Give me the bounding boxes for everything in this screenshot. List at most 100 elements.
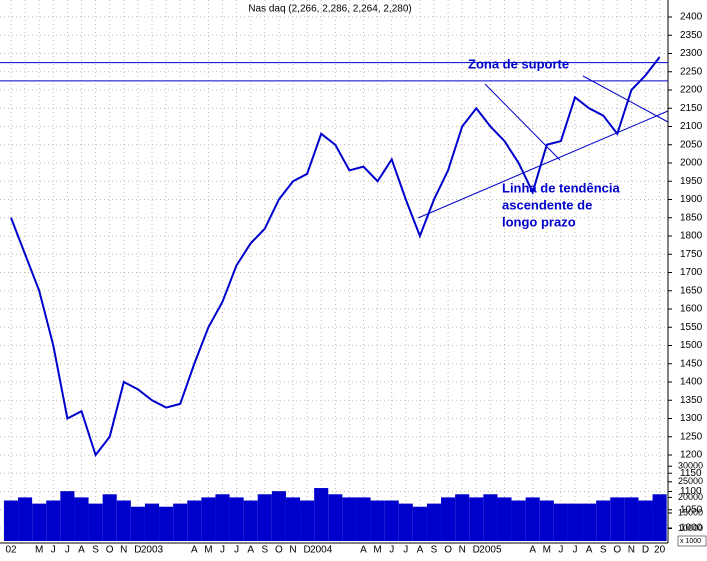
y-tick-label: 1050: [680, 504, 703, 515]
x-tick-label: 02: [5, 545, 17, 556]
x-tick-label: N: [289, 545, 296, 556]
x-tick-label: 2003: [141, 545, 164, 556]
y-tick-label: 1150: [680, 468, 702, 479]
volume-bar: [412, 506, 427, 541]
volume-bar: [469, 497, 484, 541]
volume-bar: [441, 497, 456, 541]
volume-bar: [285, 497, 301, 541]
x-tick-label: 2004: [310, 545, 333, 556]
y-tick-label: 2250: [680, 66, 703, 77]
x-tick-label: O: [275, 545, 283, 556]
y-tick-label: 1500: [680, 340, 703, 351]
volume-bar: [342, 497, 357, 541]
volume-bar: [455, 494, 470, 541]
annotation: Linha de tendência: [502, 180, 621, 195]
volume-bar: [173, 503, 188, 541]
x-tick-label: O: [444, 545, 452, 556]
volume-bar: [187, 500, 202, 541]
y-tick-label: 1350: [680, 395, 703, 406]
x-tick-label: A: [417, 545, 424, 556]
annotation: ascendente de: [502, 197, 592, 212]
y-tick-label: 2050: [680, 139, 703, 150]
y-tick-label: 1700: [680, 267, 703, 278]
volume-bar: [18, 497, 33, 541]
x-tick-label: M: [35, 545, 43, 556]
y-tick-label: 2400: [680, 12, 703, 23]
x-tick-label: M: [204, 545, 212, 556]
y2-tick-label: 20000: [678, 492, 703, 502]
volume-bar: [102, 494, 117, 541]
x-tick-label: 2005: [479, 545, 502, 556]
volume-bar: [624, 497, 639, 541]
x-tick-label: A: [78, 545, 85, 556]
volume-bar: [610, 497, 625, 541]
volume-bar: [582, 503, 597, 541]
volume-bar: [511, 500, 526, 541]
x-tick-label: J: [220, 545, 225, 556]
y-tick-label: 1450: [680, 358, 703, 369]
x-tick-label: J: [234, 545, 239, 556]
volume-bar: [328, 494, 343, 541]
volume-bar: [88, 503, 103, 541]
y-tick-label: 2100: [680, 121, 703, 132]
x-tick-label: S: [431, 545, 438, 556]
volume-bar: [3, 500, 19, 541]
volume-bar: [652, 494, 667, 541]
y2-tick-label: 30000: [678, 461, 703, 471]
annotation: longo prazo: [502, 214, 576, 229]
y-tick-label: 1950: [680, 176, 703, 187]
volume-bar: [229, 497, 244, 541]
volume-bar: [300, 500, 315, 541]
unit-box: [677, 535, 707, 547]
volume-bar: [525, 497, 540, 541]
x-tick-label: N: [120, 545, 127, 556]
y-tick-label: 1850: [680, 212, 703, 223]
trend-line: [582, 75, 669, 123]
x-tick-label: M: [543, 545, 551, 556]
x-tick-label: D: [473, 545, 480, 556]
price-line: [10, 56, 661, 458]
x-tick-label: J: [51, 545, 56, 556]
volume-bar: [74, 497, 89, 541]
volume-bar: [46, 500, 61, 541]
y-tick-label: 1800: [680, 231, 703, 242]
y-tick-label: 1100: [680, 486, 702, 497]
x-tick-label: M: [373, 545, 381, 556]
y-tick-label: 1750: [680, 249, 703, 260]
annotation: Zona de suporte: [468, 56, 569, 71]
x-tick-label: A: [191, 545, 198, 556]
x-tick-label: A: [360, 545, 367, 556]
volume-bar: [426, 503, 442, 541]
volume-bar: [60, 491, 75, 541]
volume-bar: [159, 506, 174, 541]
volume-bar: [497, 497, 512, 541]
x-tick-label: O: [106, 545, 114, 556]
volume-bar: [314, 488, 329, 541]
y-tick-label: 1250: [680, 431, 703, 442]
y2-unit-label: x 1000: [680, 538, 701, 545]
y-tick-label: 1000: [680, 523, 703, 534]
x-tick-label: 20: [654, 545, 666, 556]
y-tick-label: 1650: [680, 285, 703, 296]
volume-bar: [370, 500, 385, 541]
volume-bar: [596, 500, 611, 541]
y-tick-label: 2350: [680, 30, 703, 41]
y-tick-label: 1200: [680, 450, 703, 461]
x-tick-label: J: [573, 545, 578, 556]
volume-bar: [553, 503, 568, 541]
x-tick-label: A: [586, 545, 593, 556]
x-tick-label: J: [65, 545, 70, 556]
x-tick-label: S: [92, 545, 99, 556]
y-tick-label: 2150: [680, 103, 703, 114]
volume-bar: [539, 500, 554, 541]
trend-line: [417, 110, 669, 219]
x-tick-label: J: [389, 545, 394, 556]
volume-bar: [257, 494, 272, 541]
x-tick-label: S: [261, 545, 268, 556]
x-tick-label: D: [134, 545, 141, 556]
volume-bar: [215, 494, 230, 541]
y-tick-label: 1550: [680, 322, 703, 333]
volume-bar: [201, 497, 216, 541]
